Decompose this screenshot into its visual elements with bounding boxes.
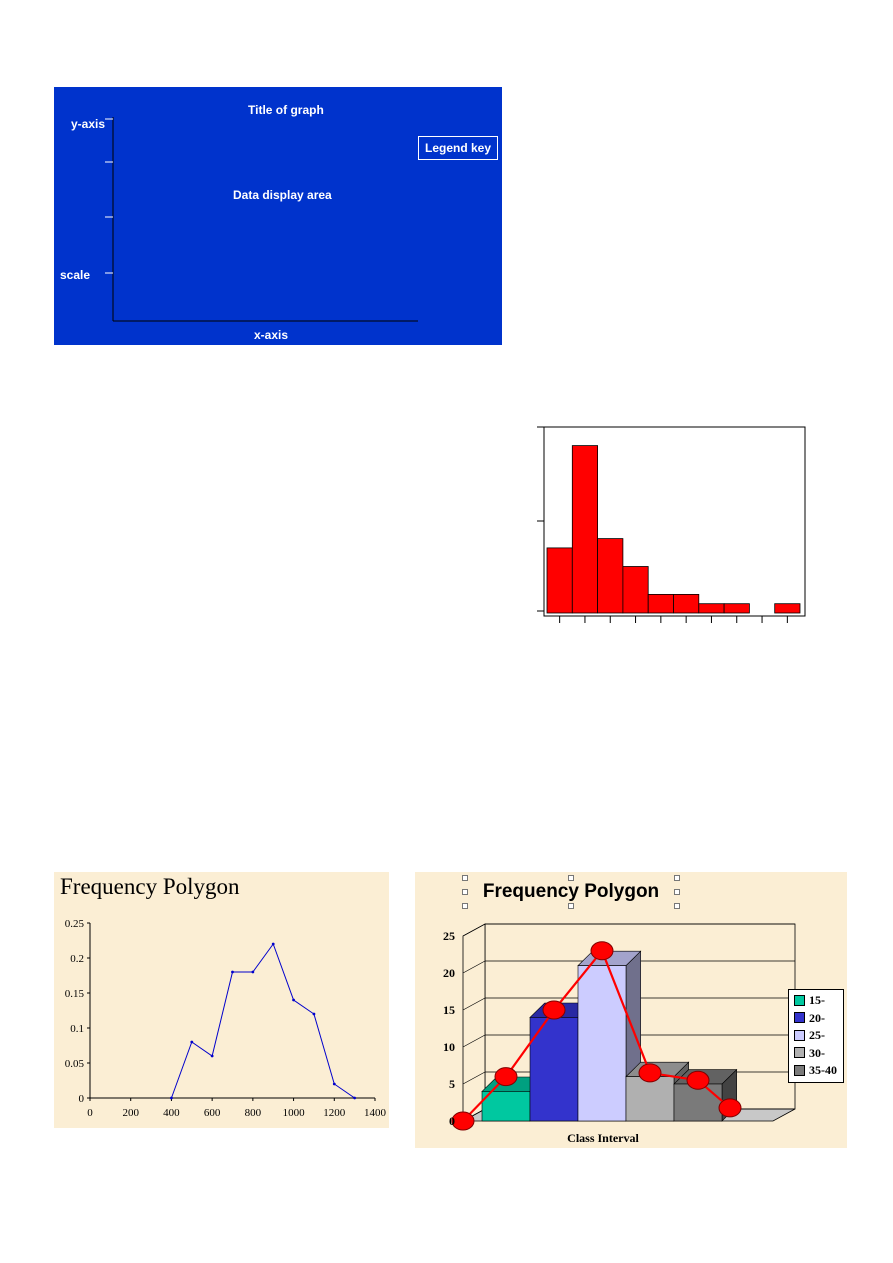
- legend-swatch: [794, 1047, 805, 1059]
- histogram-bar: [546, 547, 573, 614]
- poly-x-tick-label: 200: [122, 1107, 139, 1119]
- poly-point: [231, 970, 234, 974]
- poly3d-bar: [625, 1076, 675, 1122]
- poly-x-tick-label: 1200: [323, 1107, 346, 1119]
- selection-handle[interactable]: [462, 875, 468, 881]
- anatomy-axes: [105, 117, 418, 322]
- poly3d-gridline-side: [462, 997, 486, 1011]
- graph-anatomy-panel: Title of graph y-axis Data display area …: [54, 87, 502, 345]
- legend-label: 30-: [809, 1045, 825, 1060]
- legend-label: 20-: [809, 1010, 825, 1025]
- histogram-bar: [622, 566, 649, 614]
- poly3d-gridline-side: [462, 923, 486, 937]
- poly-point: [190, 1040, 194, 1044]
- poly-point: [271, 942, 275, 946]
- histogram-bar: [698, 603, 725, 614]
- poly-series-line: [170, 942, 355, 1099]
- legend-swatch: [794, 1012, 805, 1024]
- histogram-bar: [647, 593, 674, 614]
- poly-y-tick-label: 0.1: [70, 1023, 84, 1035]
- anatomy-title: Title of graph: [248, 103, 324, 117]
- poly-point: [292, 998, 295, 1002]
- anatomy-data-area-label: Data display area: [233, 188, 332, 202]
- selection-handle[interactable]: [462, 889, 468, 895]
- selection-handle[interactable]: [674, 903, 680, 909]
- poly3d-gridline-side: [462, 1034, 486, 1048]
- frequency-polygon-line-chart: Frequency Polygon 0 0.05 0.1 0.15 0.2 0.25 0 20…: [54, 872, 389, 1128]
- anatomy-y-axis-label: y-axis: [71, 117, 106, 131]
- poly-x-tick-label: 1000: [283, 1107, 306, 1119]
- legend-swatch: [794, 1029, 805, 1041]
- poly3d-polygon-point: [451, 1111, 475, 1131]
- legend-label: 25-: [809, 1028, 825, 1042]
- selection-handle[interactable]: [674, 875, 680, 881]
- poly-x-tick-label: 600: [204, 1107, 221, 1119]
- legend-swatch: [794, 1064, 805, 1076]
- histogram-bar: [723, 603, 750, 614]
- poly3d-polygon-point: [494, 1067, 518, 1087]
- anatomy-x-axis-label: x-axis: [254, 328, 289, 342]
- legend-label: 15-: [809, 993, 825, 1007]
- poly-x-tick-label: 400: [163, 1107, 180, 1119]
- poly3d-gridline-side: [462, 960, 486, 974]
- selection-handle[interactable]: [674, 889, 680, 895]
- poly3d-legend-item: 30-: [794, 1046, 825, 1060]
- poly3d-title-selection[interactable]: Frequency Polygon: [462, 875, 680, 909]
- poly3d-legend-item: 35-40: [794, 1063, 837, 1077]
- selection-handle[interactable]: [568, 903, 574, 909]
- histogram-bar: [597, 538, 624, 614]
- poly-y-tick-label: 0: [79, 1093, 85, 1105]
- poly3d-y-tick-label: 10: [443, 1040, 455, 1054]
- histogram-bar: [673, 593, 700, 614]
- poly-point: [251, 970, 255, 974]
- histogram-svg: [510, 420, 810, 630]
- poly3d-y-tick-label: 0: [449, 1114, 455, 1128]
- poly3d-y-tick-label: 15: [443, 1003, 455, 1017]
- poly3d-y-tick-label: 20: [443, 966, 455, 980]
- poly-y-tick-label: 0.25: [65, 918, 85, 930]
- poly-point: [353, 1096, 357, 1100]
- poly3d-x-axis-label: Class Interval: [567, 1131, 639, 1145]
- poly3d-bar: [481, 1091, 531, 1122]
- poly3d-legend-item: 15-: [794, 993, 825, 1007]
- poly3d-polygon-point: [686, 1070, 710, 1090]
- poly3d-polygon-point: [590, 941, 614, 961]
- poly-point: [210, 1054, 214, 1058]
- poly-y-tick-label: 0.05: [65, 1058, 85, 1070]
- poly-x-tick-label: 800: [245, 1107, 262, 1119]
- selection-handle[interactable]: [568, 875, 574, 881]
- histogram-bar: [571, 445, 598, 614]
- poly-x-tick-label: 0: [87, 1107, 93, 1119]
- poly3d-legend: 15- 20- 25- 30- 35-40: [788, 989, 844, 1083]
- poly3d-bar: [529, 1017, 579, 1122]
- poly3d-gridline-side: [462, 1071, 486, 1085]
- poly3d-y-tick-label: 25: [443, 929, 455, 943]
- legend-label: 35-40: [809, 1063, 837, 1077]
- anatomy-legend-key: Legend key: [418, 136, 498, 160]
- frequency-polygon-3d-chart: Frequency Polygon 0 5 10 15 20 25 Class Interv…: [415, 872, 847, 1148]
- poly-x-tick-label: 1400: [364, 1107, 387, 1119]
- poly3d-polygon-point: [638, 1063, 662, 1083]
- poly-y-tick-label: 0.2: [70, 953, 84, 965]
- poly3d-y-tick-label: 5: [449, 1077, 455, 1091]
- poly3d-svg: 0 5 10 15 20 25 Class Interval: [443, 923, 796, 1145]
- poly3d-legend-item: 25-: [794, 1028, 825, 1042]
- poly3d-title[interactable]: Frequency Polygon: [482, 881, 660, 902]
- poly3d-bar: [577, 965, 627, 1122]
- poly3d-polygon-point: [718, 1098, 742, 1118]
- poly-y-tick-label: 0.15: [65, 988, 85, 1000]
- poly3d-legend-item: 20-: [794, 1011, 825, 1025]
- selection-handle[interactable]: [462, 903, 468, 909]
- poly3d-polygon-point: [542, 1000, 566, 1020]
- poly-title: Frequency Polygon: [60, 874, 240, 899]
- poly-svg: 0 0.05 0.1 0.15 0.2 0.25 0 200 400 600 800 1000 1200…: [65, 918, 387, 1119]
- legend-swatch: [794, 994, 805, 1006]
- histogram-bar: [774, 603, 801, 614]
- poly-point: [332, 1082, 336, 1086]
- poly-point: [312, 1012, 316, 1016]
- poly-point: [170, 1096, 173, 1100]
- histogram-chart: [510, 420, 810, 630]
- anatomy-scale-label: scale: [60, 268, 91, 282]
